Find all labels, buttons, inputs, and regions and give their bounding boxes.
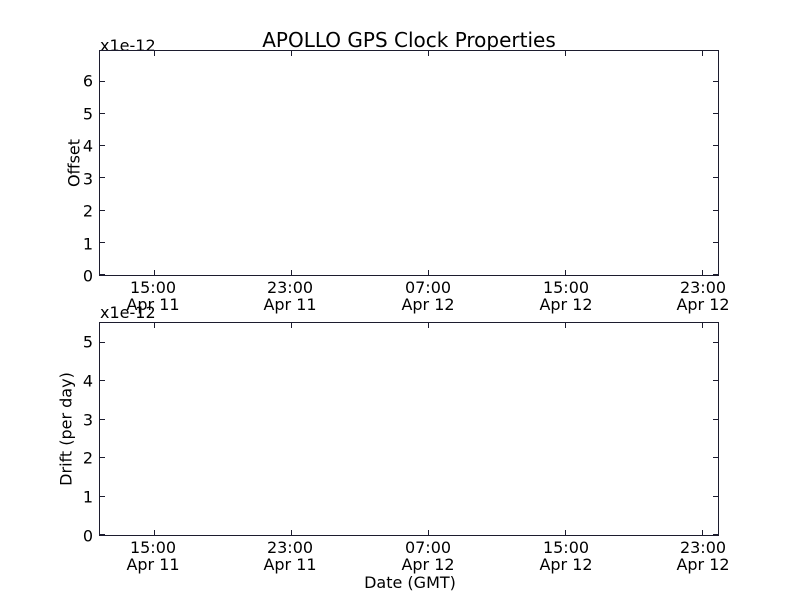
ytick-label: 2 xyxy=(82,201,93,221)
xtick-date: Apr 11 xyxy=(263,555,317,574)
xtick-date: Apr 12 xyxy=(676,555,730,574)
ytick-label: 1 xyxy=(82,487,93,507)
tick-mark xyxy=(713,145,718,147)
xtick-label: 15:00 Apr 12 xyxy=(539,279,592,313)
tick-mark xyxy=(713,341,718,343)
xtick-label: 15:00 Apr 11 xyxy=(126,279,179,313)
xtick-label: 23:00 Apr 11 xyxy=(263,539,316,573)
tick-mark xyxy=(290,270,292,275)
tick-mark xyxy=(153,323,155,328)
xtick-time: 07:00 xyxy=(404,538,452,557)
tick-mark xyxy=(100,380,105,382)
tick-mark xyxy=(100,177,105,179)
tick-mark xyxy=(427,323,429,328)
xtick-date: Apr 12 xyxy=(676,295,730,314)
tick-mark xyxy=(100,145,105,147)
tick-mark xyxy=(100,112,105,114)
top-plot-area xyxy=(99,50,719,276)
tick-mark xyxy=(100,495,105,497)
tick-mark xyxy=(290,323,292,328)
tick-mark xyxy=(100,209,105,211)
tick-mark xyxy=(564,51,566,56)
tick-mark xyxy=(427,530,429,535)
bottom-y-offset-text: x1e-12 xyxy=(100,303,156,322)
ytick-label: 3 xyxy=(82,410,93,430)
tick-mark xyxy=(702,323,704,328)
tick-mark xyxy=(713,274,718,275)
tick-mark xyxy=(290,530,292,535)
xtick-label: 23:00 Apr 12 xyxy=(676,539,729,573)
xtick-label: 07:00 Apr 12 xyxy=(401,539,454,573)
tick-mark xyxy=(153,270,155,275)
tick-mark xyxy=(100,457,105,459)
tick-mark xyxy=(100,274,105,275)
xtick-date: Apr 12 xyxy=(539,555,593,574)
tick-mark xyxy=(100,241,105,243)
ytick-label: 2 xyxy=(82,448,93,468)
ytick-label: 3 xyxy=(82,169,93,188)
tick-mark xyxy=(713,177,718,179)
tick-mark xyxy=(702,51,704,56)
xtick-date: Apr 11 xyxy=(126,295,180,314)
tick-mark xyxy=(564,270,566,275)
tick-mark xyxy=(100,534,105,535)
tick-mark xyxy=(702,270,704,275)
tick-mark xyxy=(713,457,718,459)
tick-mark xyxy=(153,530,155,535)
tick-mark xyxy=(564,323,566,328)
xtick-date: Apr 12 xyxy=(539,295,593,314)
ytick-label: 0 xyxy=(82,266,93,286)
ytick-label: 5 xyxy=(82,104,93,123)
xtick-time: 23:00 xyxy=(679,538,727,557)
ytick-label: 4 xyxy=(82,136,93,156)
tick-mark xyxy=(713,209,718,211)
xtick-label: 23:00 Apr 11 xyxy=(263,279,316,313)
tick-mark xyxy=(427,270,429,275)
chart-title: APOLLO GPS Clock Properties xyxy=(262,28,556,52)
xtick-time: 15:00 xyxy=(129,278,177,297)
xtick-time: 07:00 xyxy=(404,278,452,297)
xtick-label: 23:00 Apr 12 xyxy=(676,279,729,313)
xtick-date: Apr 12 xyxy=(401,295,455,314)
xtick-time: 23:00 xyxy=(266,538,314,557)
tick-mark xyxy=(713,80,718,82)
xaxis-label: Date (GMT) xyxy=(364,573,456,592)
tick-mark xyxy=(702,530,704,535)
tick-mark xyxy=(713,495,718,497)
ytick-label: 1 xyxy=(82,234,93,253)
tick-mark xyxy=(100,418,105,420)
xtick-date: Apr 11 xyxy=(126,555,180,574)
tick-mark xyxy=(713,380,718,382)
tick-mark xyxy=(100,80,105,82)
tick-mark xyxy=(713,534,718,535)
ytick-label: 4 xyxy=(82,371,93,391)
xtick-time: 15:00 xyxy=(542,538,590,557)
xtick-time: 15:00 xyxy=(129,538,177,557)
ytick-label: 6 xyxy=(82,71,93,91)
tick-mark xyxy=(153,51,155,56)
tick-mark xyxy=(427,51,429,56)
xtick-time: 23:00 xyxy=(266,278,314,297)
tick-mark xyxy=(713,112,718,114)
ytick-label: 0 xyxy=(82,526,93,546)
tick-mark xyxy=(564,530,566,535)
xtick-time: 23:00 xyxy=(679,278,727,297)
tick-mark xyxy=(290,51,292,56)
xtick-label: 15:00 Apr 12 xyxy=(539,539,592,573)
bottom-plot-area xyxy=(99,322,719,536)
tick-mark xyxy=(713,418,718,420)
xtick-time: 15:00 xyxy=(542,278,590,297)
xtick-label: 15:00 Apr 11 xyxy=(126,539,179,573)
ytick-label: 5 xyxy=(82,332,93,352)
tick-mark xyxy=(713,241,718,243)
xtick-date: Apr 12 xyxy=(401,555,455,574)
tick-mark xyxy=(100,341,105,343)
xtick-label: 07:00 Apr 12 xyxy=(401,279,454,313)
xtick-date: Apr 11 xyxy=(263,295,317,314)
